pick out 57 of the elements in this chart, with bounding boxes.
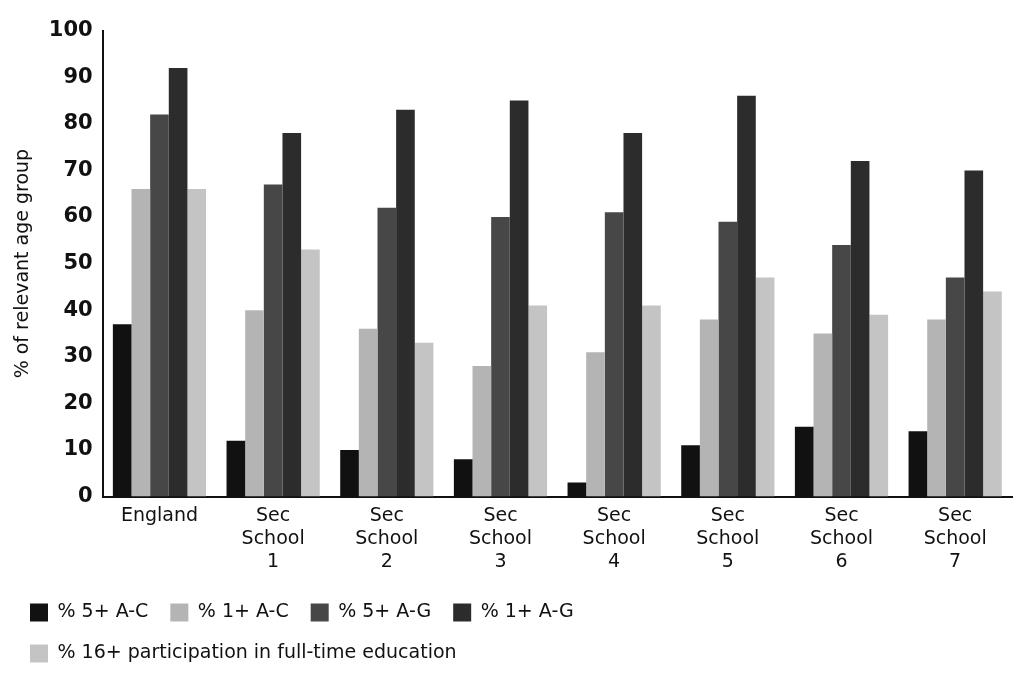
y-tick-label: 100 — [48, 17, 93, 42]
y-axis-title: % of relevant age group — [10, 148, 33, 379]
x-tick-label: Sec School 5 — [696, 502, 760, 571]
bar — [414, 342, 434, 497]
bar — [964, 170, 984, 497]
x-tick-label: Sec School 4 — [582, 502, 646, 571]
y-tick-label: 90 — [63, 63, 93, 88]
bar — [869, 314, 889, 497]
y-tick-label: 80 — [63, 110, 93, 135]
bar — [187, 189, 207, 497]
bar — [396, 109, 415, 497]
legend-label: % 5+ A-C — [57, 599, 149, 622]
bar — [718, 221, 738, 497]
legend-label: % 1+ A-G — [480, 599, 574, 622]
y-tick-label: 0 — [78, 483, 93, 508]
bar — [301, 249, 320, 497]
x-tick-label: Sec School 2 — [355, 502, 419, 571]
bar — [604, 212, 624, 497]
y-tick-label: 20 — [63, 389, 93, 414]
bar — [983, 291, 1002, 497]
y-tick-label: 70 — [63, 156, 93, 181]
bar — [358, 328, 378, 497]
bar — [472, 366, 492, 497]
legend-label: % 16+ participation in full-time education — [57, 640, 457, 663]
bar — [282, 133, 302, 497]
y-tick-label: 10 — [63, 436, 93, 461]
bar — [813, 333, 833, 497]
bar — [131, 189, 151, 497]
legend-label: % 5+ A-G — [338, 599, 432, 622]
bar — [927, 319, 946, 497]
bar — [623, 133, 643, 497]
bar — [737, 95, 756, 497]
bar — [150, 114, 169, 497]
bar — [699, 319, 719, 497]
bar — [945, 277, 965, 497]
legend-label: % 1+ A-C — [197, 599, 289, 622]
bar — [586, 352, 605, 497]
y-tick-label: 30 — [63, 343, 93, 368]
bar — [642, 305, 661, 497]
x-tick-label: Sec School 6 — [809, 502, 874, 571]
bar — [377, 207, 397, 497]
bar — [509, 100, 529, 497]
bar — [755, 277, 775, 497]
x-tick-label: England — [120, 502, 199, 525]
y-tick-label: 40 — [63, 296, 93, 321]
bar — [528, 305, 548, 497]
x-tick-label: Sec School 7 — [923, 502, 987, 571]
y-tick-label: 50 — [63, 250, 93, 275]
bar — [850, 161, 870, 497]
x-tick-label: Sec School 1 — [241, 502, 305, 571]
y-tick-label: 60 — [63, 203, 93, 228]
bar — [491, 217, 510, 497]
x-tick-label: Sec School 3 — [468, 502, 533, 571]
bar — [168, 67, 188, 497]
bar — [832, 244, 851, 497]
bar — [245, 310, 264, 497]
bar — [263, 184, 283, 497]
